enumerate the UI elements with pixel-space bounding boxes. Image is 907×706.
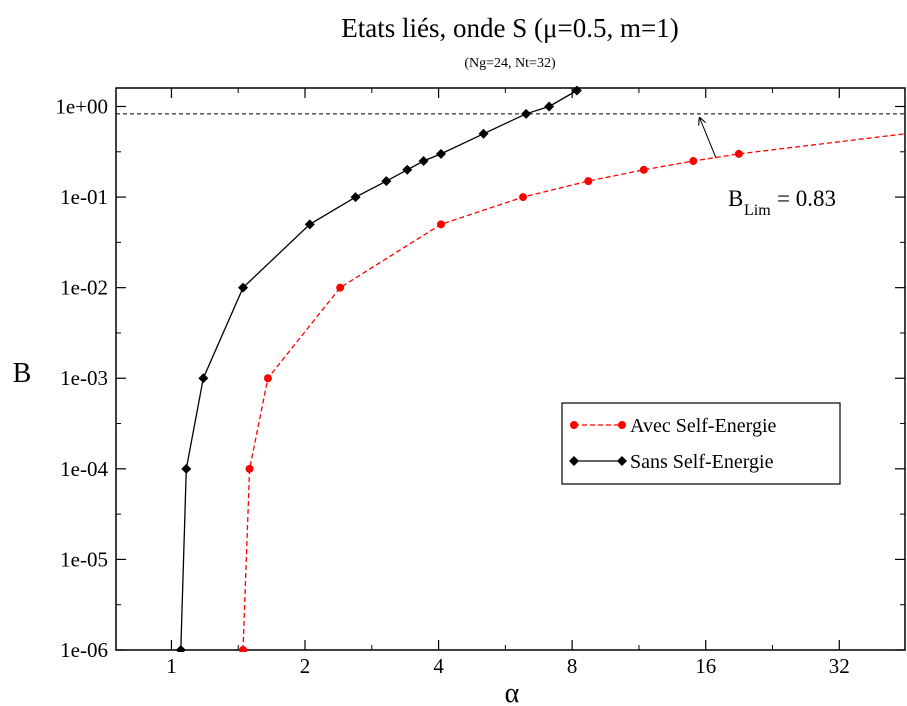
data-point — [263, 374, 272, 383]
legend-marker — [618, 421, 626, 429]
legend-label-0: Avec Self-Energie — [630, 415, 777, 437]
y-tick-label: 1e-03 — [60, 366, 108, 390]
annotation-subscript: Lim — [744, 202, 771, 219]
data-point — [521, 108, 532, 119]
data-point — [544, 101, 555, 112]
data-point — [238, 282, 249, 293]
x-tick-label: 4 — [433, 654, 444, 678]
annotation-label: B — [728, 186, 743, 211]
x-tick-label: 32 — [829, 654, 850, 678]
data-point — [350, 192, 361, 203]
annotation-arrow — [700, 118, 717, 159]
y-tick-label: 1e-05 — [60, 547, 108, 571]
legend-marker — [569, 456, 579, 466]
data-point — [245, 464, 254, 473]
x-axis-label: α — [505, 678, 520, 706]
data-point — [478, 128, 489, 139]
y-tick-label: 1e-06 — [60, 638, 108, 662]
y-tick-label: 1e+00 — [55, 94, 108, 118]
data-point — [436, 220, 445, 229]
legend-label-1: Sans Self-Energie — [630, 451, 774, 473]
data-point — [198, 373, 209, 384]
data-point — [181, 463, 192, 474]
chart-title: Etats liés, onde S (μ=0.5, m=1) — [341, 13, 678, 43]
legend-marker — [570, 421, 578, 429]
legend-marker — [617, 456, 627, 466]
data-point — [175, 645, 186, 652]
data-point — [639, 165, 648, 174]
plot-frame — [115, 87, 906, 651]
x-tick-label: 8 — [567, 654, 578, 678]
data-point — [435, 148, 446, 159]
legend: Avec Self-Energie Sans Self-Energie — [561, 402, 841, 485]
data-point — [689, 157, 698, 166]
data-point — [336, 283, 345, 292]
data-point — [381, 176, 392, 187]
y-tick-label: 1e-01 — [60, 185, 108, 209]
series-line-1 — [180, 89, 578, 651]
data-point — [571, 86, 582, 96]
x-tick-label: 2 — [300, 654, 311, 678]
data-point — [519, 193, 528, 202]
series-group — [175, 86, 905, 652]
data-point — [402, 164, 413, 175]
legend-box — [561, 402, 841, 485]
data-point — [584, 177, 593, 186]
data-point — [418, 156, 429, 167]
annotation: B Lim = 0.83 — [700, 118, 836, 219]
data-point — [239, 646, 248, 652]
x-tick-label: 1 — [166, 654, 177, 678]
y-tick-label: 1e-04 — [60, 457, 108, 481]
chart-subtitle: (Ng=24, Nt=32) — [464, 56, 556, 71]
data-point — [734, 149, 743, 158]
series-line-0 — [242, 133, 905, 651]
plot-area — [115, 87, 906, 651]
y-axis-label: B — [13, 358, 32, 389]
axis-ticks: 1 2 4 8 16 32 1e-06 1e-05 1e-04 1e-03 1e-02 1e-01 1e… — [55, 88, 905, 678]
data-point — [304, 219, 315, 230]
x-tick-label: 16 — [695, 654, 716, 678]
annotation-value: = 0.83 — [777, 186, 836, 211]
y-tick-label: 1e-02 — [60, 276, 108, 300]
